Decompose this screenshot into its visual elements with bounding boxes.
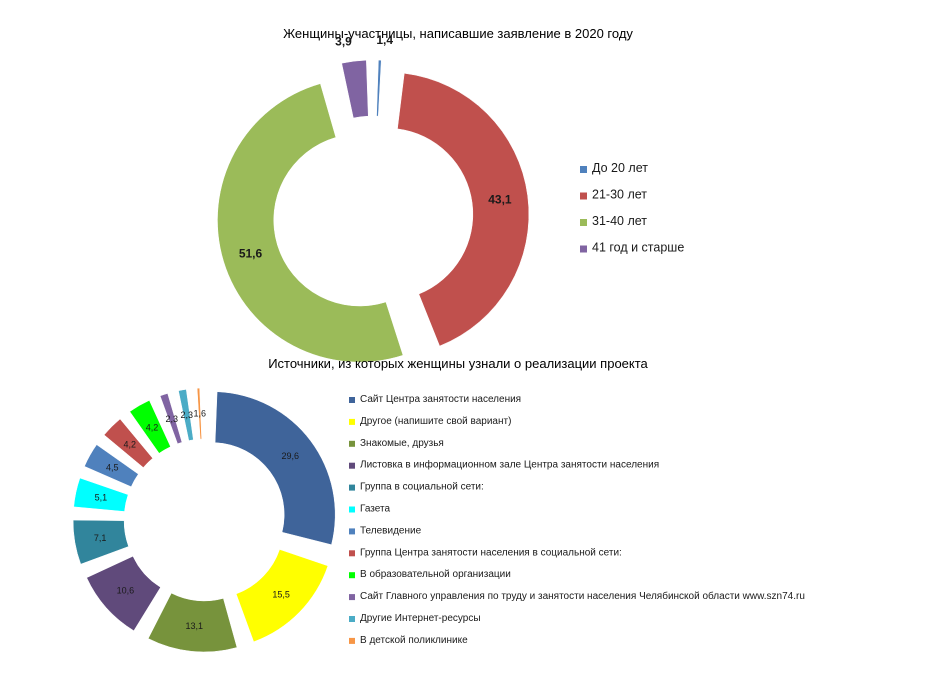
chart2-legend-label-7: Телевидение bbox=[360, 525, 422, 536]
chart2-value-label-2: 15,5 bbox=[272, 589, 290, 599]
chart2-value-label-10: 2,3 bbox=[166, 414, 179, 424]
chart2-value-label-3: 13,1 bbox=[186, 621, 204, 631]
chart-age-groups: Женщины-участницы, написавшие заявление … bbox=[217, 26, 684, 363]
chart2-legend-swatch-5 bbox=[349, 484, 355, 491]
chart1-legend-swatch-1 bbox=[580, 166, 587, 173]
chart2-value-label-8: 4,2 bbox=[124, 440, 137, 450]
chart1-slice-2 bbox=[397, 72, 530, 347]
chart2-value-label-7: 4,5 bbox=[106, 463, 119, 473]
chart2-legend-swatch-7 bbox=[349, 528, 355, 535]
chart2-slice-6 bbox=[73, 477, 129, 512]
chart2-slice-10 bbox=[159, 393, 183, 445]
chart2-slice-12 bbox=[196, 387, 202, 440]
chart1-value-label-1: 1,4 bbox=[376, 33, 393, 47]
chart2-value-label-6: 5,1 bbox=[95, 493, 108, 503]
chart2-legend-swatch-12 bbox=[349, 637, 355, 644]
chart2-legend-swatch-9 bbox=[349, 572, 355, 579]
chart1-legend-swatch-2 bbox=[580, 192, 587, 200]
chart2-legend-label-5: Группа в социальной сети: bbox=[360, 482, 484, 493]
chart2-slice-5 bbox=[72, 519, 129, 565]
chart2-legend-label-10: Сайт Главного управления по труду и заня… bbox=[360, 590, 805, 602]
chart2-legend-swatch-6 bbox=[349, 506, 355, 513]
chart1-value-label-2: 43,1 bbox=[488, 193, 512, 207]
chart2-slice-11 bbox=[178, 389, 194, 441]
chart2-legend-label-11: Другие Интернет-ресурсы bbox=[360, 613, 481, 624]
chart2-slice-1 bbox=[214, 391, 336, 546]
chart2-slice-3 bbox=[147, 592, 238, 653]
chart2-legend-swatch-10 bbox=[349, 594, 355, 601]
chart2-slice-8 bbox=[103, 418, 154, 468]
chart2-value-label-1: 29,6 bbox=[282, 451, 300, 461]
chart2-value-label-11: 2,3 bbox=[180, 410, 193, 420]
chart2-legend-label-12: В детской поликлинике bbox=[360, 635, 468, 646]
chart1-legend-label-2: 21-30 лет bbox=[592, 188, 647, 202]
chart2-value-label-9: 4,2 bbox=[146, 423, 159, 433]
chart2-legend-swatch-2 bbox=[349, 418, 355, 425]
chart1-legend-swatch-4 bbox=[580, 245, 587, 253]
chart1-value-label-4: 3,9 bbox=[335, 34, 352, 48]
chart2-slice-7 bbox=[84, 444, 139, 488]
chart2-legend-swatch-11 bbox=[349, 616, 355, 622]
chart1-legend-label-1: До 20 лет bbox=[592, 161, 648, 175]
chart1-legend-label-3: 31-40 лет bbox=[592, 214, 647, 228]
chart2-legend-label-9: В образовательной организации bbox=[360, 568, 511, 580]
chart2-legend-label-1: Сайт Центра занятости населения bbox=[360, 394, 521, 405]
chart1-legend-swatch-3 bbox=[580, 219, 587, 226]
chart2-slice-9 bbox=[129, 400, 171, 454]
chart2-legend-label-2: Другое (напишите свой вариант) bbox=[360, 416, 511, 427]
chart1-legend: До 20 лет 21-30 лет 31-40 лет 41 год и стар… bbox=[580, 161, 684, 255]
chart2-value-label-12: 1,6 bbox=[193, 409, 206, 419]
chart2-legend: Сайт Центра занятости населения Другое (н… bbox=[349, 394, 805, 646]
chart2-slice-2 bbox=[235, 549, 329, 643]
chart1-legend-label-4: 41 год и старше bbox=[592, 241, 684, 255]
chart1-slice-1 bbox=[376, 59, 382, 117]
chart2-title: Источники, из которых женщины узнали о р… bbox=[268, 356, 648, 371]
chart-sources: Источники, из которых женщины узнали о р… bbox=[72, 356, 805, 653]
chart2-legend-label-6: Газета bbox=[360, 504, 390, 515]
chart2-legend-label-8: Группа Центра занятости населения в соци… bbox=[360, 547, 622, 558]
chart2-value-label-4: 10,6 bbox=[117, 586, 135, 596]
chart2-legend-label-4: Листовка в информационном зале Центра за… bbox=[360, 459, 659, 471]
chart2-legend-swatch-4 bbox=[349, 462, 355, 469]
chart1-title: Женщины-участницы, написавшие заявление … bbox=[283, 26, 633, 41]
chart2-legend-swatch-8 bbox=[349, 550, 355, 557]
chart2-legend-label-3: Знакомые, друзья bbox=[360, 438, 444, 449]
chart2-value-label-5: 7,1 bbox=[94, 533, 107, 543]
chart2-slice-4 bbox=[86, 555, 161, 632]
chart2-legend-swatch-3 bbox=[349, 440, 355, 447]
chart1-slice-3 bbox=[217, 83, 404, 363]
chart1-value-label-3: 51,6 bbox=[239, 246, 263, 260]
chart1-slice-4 bbox=[341, 59, 369, 119]
chart2-legend-swatch-1 bbox=[349, 397, 355, 403]
